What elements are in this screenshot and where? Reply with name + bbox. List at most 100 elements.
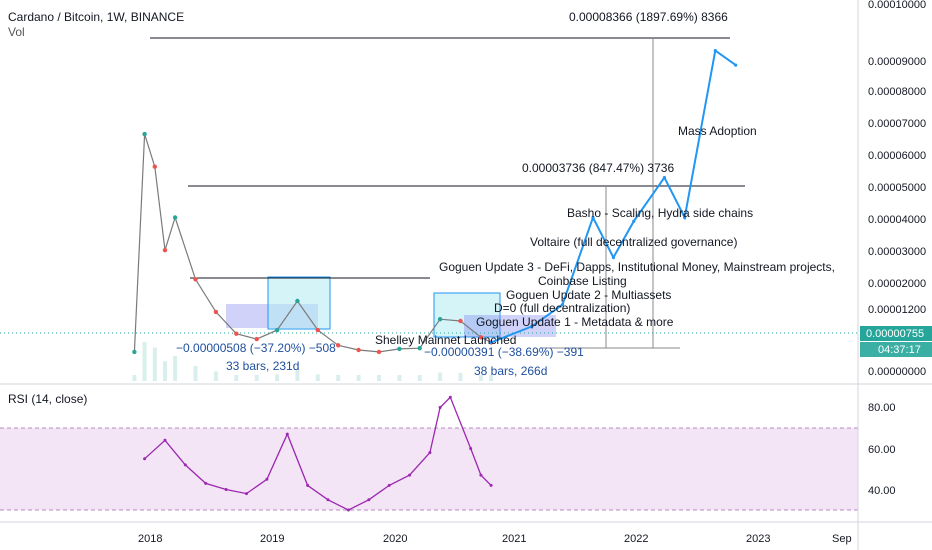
time-tick: 2021 (502, 533, 526, 545)
price-point (356, 347, 361, 353)
time-tick: 2018 (138, 533, 162, 545)
current-price-tag[interactable] (860, 326, 932, 341)
volume-bar (438, 372, 443, 381)
rsi-legend[interactable]: RSI (14, close) (8, 392, 88, 406)
projection-point (683, 215, 687, 220)
target-measure-label[interactable]: 0.00008366 (1897.69%) 8366 (569, 10, 728, 24)
price-point (234, 331, 239, 336)
time-tick: 2022 (624, 533, 648, 545)
coinbase-label[interactable]: Coinbase Listing (538, 274, 627, 288)
goguen1-label[interactable]: Goguen Update 1 - Metadata & more (476, 315, 674, 329)
volume-legend[interactable]: Vol (8, 25, 25, 39)
price-point (478, 335, 484, 340)
rsi-point (428, 451, 432, 455)
basho-label[interactable]: Basho - Scaling, Hydra side chains (567, 206, 753, 220)
projection-point (734, 63, 738, 67)
rsi-point (326, 498, 330, 502)
price-point (142, 131, 147, 137)
mid-measure-label[interactable]: 0.00003736 (847.47%) 3736 (522, 161, 674, 175)
price-point (254, 336, 259, 342)
projection-point (530, 324, 534, 328)
goguen2-label[interactable]: Goguen Update 2 - Multiassets (506, 288, 671, 302)
time-tick: 2023 (746, 533, 770, 545)
projection-series (489, 48, 738, 344)
price-point (315, 327, 320, 333)
rsi-point (408, 473, 412, 477)
price-tick: 0.00009000 (868, 56, 926, 68)
volume-bar (295, 369, 300, 381)
price-tick: 0.00001200 (868, 304, 926, 316)
goguen3-label[interactable]: Goguen Update 3 - DeFi, Dapps, Instituti… (439, 260, 835, 274)
volume-bar (377, 375, 381, 381)
rsi-point (306, 483, 310, 487)
volume-bar (152, 347, 157, 381)
drop2-measure-label[interactable]: −0.00000391 (−38.69%) −391 (424, 345, 584, 359)
time-tick: 2019 (260, 533, 284, 545)
price-tick: 0.00005000 (868, 182, 926, 194)
voltaire-label[interactable]: Voltaire (full decentralized governance) (530, 235, 737, 249)
price-point (336, 343, 341, 348)
price-point (295, 298, 300, 304)
rsi-point (224, 488, 228, 491)
countdown-tag (860, 342, 932, 357)
rsi-point (143, 457, 147, 461)
price-point (162, 248, 168, 253)
symbol-title[interactable]: Cardano / Bitcoin, 1W, BINANCE (8, 10, 185, 24)
price-point (172, 215, 178, 220)
rsi-tick: 60.00 (868, 444, 896, 456)
rsi-point (285, 432, 289, 436)
volume-bar (336, 375, 341, 381)
price-point (397, 346, 402, 352)
volume-bar (213, 371, 218, 381)
volume-bar (173, 355, 178, 381)
price-point (193, 277, 198, 282)
price-tick: 0.00002000 (868, 278, 926, 290)
rsi-point (438, 406, 442, 409)
current-price-value: 0.00000755 (866, 328, 924, 340)
volume-bar (417, 375, 422, 381)
volume-bar (163, 361, 167, 381)
price-point (417, 346, 422, 351)
rsi-tick: 80.00 (868, 402, 896, 414)
price-point (376, 349, 382, 355)
rsi-line (144, 396, 492, 511)
projection-point (560, 303, 565, 307)
price-point (152, 164, 157, 169)
range-box-4[interactable] (464, 315, 556, 337)
drop2-bars-label[interactable]: 38 bars, 266d (474, 364, 547, 378)
volume-bar (489, 375, 494, 381)
volume-bar (458, 372, 463, 381)
price-tick: 0.00004000 (868, 214, 926, 226)
rsi-point (479, 473, 483, 477)
drop1-bars-label[interactable]: 33 bars, 231d (226, 359, 299, 373)
price-tick: 0.00006000 (868, 150, 926, 162)
rsi-point (245, 492, 248, 496)
price-point (213, 309, 219, 315)
countdown-value: 04:37:17 (878, 344, 921, 356)
rsi-point (387, 483, 391, 487)
shelley-label[interactable]: Shelley Mainnet Launched (375, 333, 516, 347)
mass-adoption-label[interactable]: Mass Adoption (678, 124, 757, 138)
volume-bar (478, 375, 483, 381)
rsi-point (489, 483, 493, 487)
rsi-point (265, 477, 269, 481)
volume-bar (254, 375, 259, 381)
volume-bar (397, 375, 402, 381)
drop1-measure-label[interactable]: −0.00000508 (−37.20%) −508 (176, 341, 336, 355)
volume-bar (315, 374, 320, 381)
price-tick: 0.00010000 (868, 0, 926, 11)
price-point (274, 327, 280, 333)
rsi-point (469, 447, 473, 450)
price-point (458, 318, 463, 324)
rsi-tick: 40.00 (868, 485, 896, 497)
d0-label[interactable]: D=0 (full decentralization) (494, 301, 630, 315)
rsi-point (163, 438, 167, 442)
time-tick: 2020 (383, 533, 407, 545)
rsi-point (448, 395, 452, 399)
range-box-3[interactable] (433, 292, 501, 338)
volume-bar (193, 366, 198, 381)
rsi-series (143, 395, 493, 512)
volume-bar (356, 375, 361, 381)
